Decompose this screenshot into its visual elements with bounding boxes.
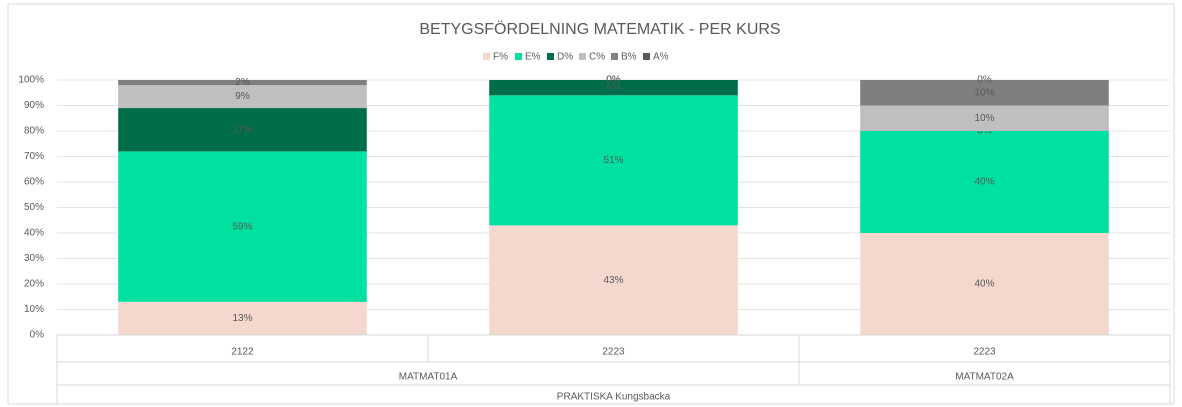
data-label: 6% [606, 82, 621, 93]
data-label: 0% [606, 75, 621, 86]
y-tick-label: 30% [24, 253, 44, 264]
data-label: 43% [603, 275, 623, 286]
legend-swatch [547, 53, 554, 60]
data-label: 10% [974, 113, 994, 124]
data-label: 0% [977, 126, 992, 137]
data-label: 0% [977, 75, 992, 86]
x-tick-label: 2122 [231, 347, 254, 358]
legend-swatch [611, 53, 618, 60]
x-tick-label: 2223 [602, 347, 625, 358]
bar-segment [860, 233, 1109, 335]
y-tick-label: 60% [24, 177, 44, 188]
bar-segment [118, 108, 367, 152]
bar-segment [489, 95, 738, 226]
y-tick-label: 20% [24, 279, 44, 290]
chart-title: BETYGSFÖRDELNING MATEMATIK - PER KURS [419, 20, 780, 38]
data-label: 2% [235, 77, 250, 88]
x-axis-label: PRAKTISKA Kungsbacka [557, 392, 671, 403]
bar-segment [860, 80, 1109, 106]
y-tick-label: 100% [18, 75, 44, 86]
data-label: 17% [232, 124, 252, 135]
bar-segment [860, 131, 1109, 233]
data-label: 10% [974, 87, 994, 98]
y-tick-label: 90% [24, 100, 44, 111]
y-tick-label: 0% [30, 330, 45, 341]
bar-segment [118, 151, 367, 302]
legend-label: D% [557, 52, 573, 63]
bar-segment [489, 80, 738, 96]
bar-segment [118, 301, 367, 335]
bar-segment [118, 80, 367, 86]
legend-label: B% [621, 52, 637, 63]
data-label: 0% [606, 75, 621, 86]
x-group-label: MATMAT01A [399, 372, 458, 383]
bar-segment [489, 225, 738, 335]
legend-swatch [643, 53, 650, 60]
legend-label: F% [493, 52, 508, 63]
y-tick-label: 80% [24, 126, 44, 137]
data-label: 51% [603, 155, 623, 166]
data-label: 40% [974, 177, 994, 188]
y-tick-label: 70% [24, 151, 44, 162]
x-tick-label: 2223 [973, 347, 996, 358]
data-label: 13% [232, 313, 252, 324]
legend-swatch [515, 53, 522, 60]
legend-label: A% [653, 52, 669, 63]
y-tick-label: 40% [24, 228, 44, 239]
bar-segment [118, 85, 367, 109]
legend-label: E% [525, 52, 541, 63]
x-group-label: MATMAT02A [955, 372, 1014, 383]
data-label: 59% [232, 221, 252, 232]
y-tick-label: 50% [24, 202, 44, 213]
legend-label: C% [589, 52, 605, 63]
data-label: 40% [974, 279, 994, 290]
legend-swatch [483, 53, 490, 60]
y-tick-label: 10% [24, 304, 44, 315]
legend-swatch [579, 53, 586, 60]
data-label: 9% [235, 91, 250, 102]
bar-segment [860, 105, 1109, 131]
